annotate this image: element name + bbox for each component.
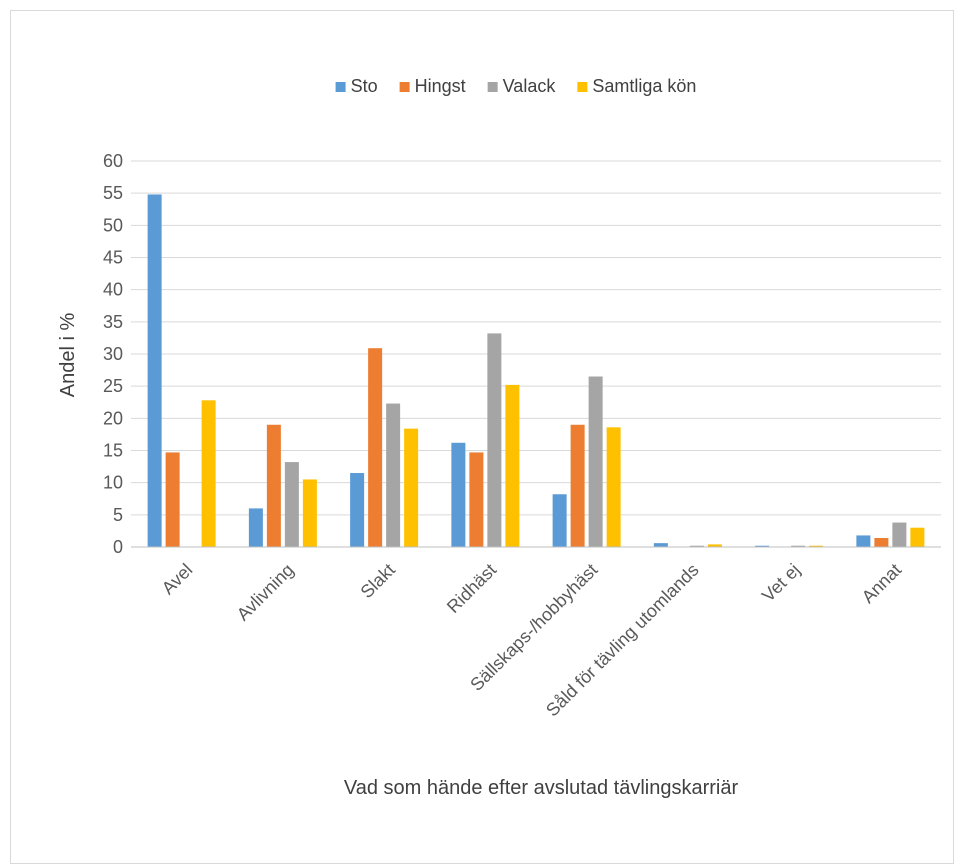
bar-valack: [487, 333, 502, 547]
x-tick-label: Slakt: [357, 560, 399, 602]
legend: Sto Hingst Valack Samtliga kön: [335, 76, 696, 96]
legend-swatch: [577, 82, 588, 92]
bar-valack: [588, 376, 603, 547]
legend-label: Valack: [503, 76, 557, 96]
y-tick-label: 15: [103, 441, 123, 461]
bars: [147, 194, 925, 547]
legend-label: Samtliga kön: [592, 76, 696, 96]
bar-samtliga-kön: [910, 527, 925, 547]
y-tick-label: 45: [103, 248, 123, 268]
x-axis-title: Vad som hände efter avslutad tävlingskar…: [344, 777, 739, 799]
y-tick-label: 10: [103, 473, 123, 493]
bar-sto: [653, 543, 668, 547]
y-tick-label: 20: [103, 408, 123, 428]
bar-hingst: [266, 424, 281, 547]
y-tick-label: 0: [113, 537, 123, 557]
bar-samtliga-kön: [404, 428, 419, 547]
bar-hingst: [165, 452, 180, 547]
bar-sto: [856, 535, 871, 547]
bar-hingst: [570, 424, 585, 547]
bar-chart: 0 5 10 15 20 25 30 35 40 45 50 55 60 Avel Avlivning Sla…: [57, 76, 941, 799]
legend-swatch: [335, 82, 346, 92]
y-tick-label: 60: [103, 151, 123, 171]
bar-sto: [248, 508, 263, 547]
bar-sto: [350, 473, 365, 547]
bar-sto: [552, 494, 567, 547]
gridlines: [131, 160, 941, 516]
bar-valack: [892, 522, 907, 547]
axes: 0 5 10 15 20 25 30 35 40 45 50 55 60 Avel Avlivning Sla…: [103, 151, 941, 720]
bar-sto: [147, 194, 162, 547]
bar-valack: [386, 403, 401, 547]
legend-swatch: [487, 82, 498, 92]
bar-sto: [755, 545, 770, 547]
bar-samtliga-kön: [201, 400, 216, 547]
bar-hingst: [469, 452, 484, 547]
y-tick-label: 40: [103, 280, 123, 300]
bar-samtliga-kön: [606, 427, 621, 547]
bar-samtliga-kön: [809, 545, 824, 547]
y-tick-label: 5: [113, 505, 123, 525]
y-tick-label: 30: [103, 344, 123, 364]
legend-label: Hingst: [415, 76, 466, 96]
bar-valack: [689, 545, 704, 547]
x-tick-label: Vet ej: [758, 560, 804, 606]
x-tick-label: Annat: [858, 560, 905, 607]
bar-sto: [451, 442, 466, 547]
y-tick-label: 25: [103, 376, 123, 396]
x-tick-label: Avlivning: [233, 560, 298, 625]
bar-hingst: [874, 537, 889, 547]
bar-samtliga-kön: [302, 479, 317, 547]
y-tick-label: 35: [103, 312, 123, 332]
x-tick-label: Avel: [158, 560, 197, 599]
chart-frame: 0 5 10 15 20 25 30 35 40 45 50 55 60 Avel Avlivning Sla…: [10, 10, 954, 864]
bar-samtliga-kön: [505, 384, 520, 547]
x-tick-label: Ridhäst: [443, 560, 500, 617]
legend-swatch: [399, 82, 410, 92]
legend-label: Sto: [351, 76, 378, 96]
y-axis-title: Andel i %: [57, 313, 79, 398]
y-tick-label: 50: [103, 215, 123, 235]
bar-valack: [284, 462, 299, 547]
y-tick-label: 55: [103, 183, 123, 203]
bar-hingst: [368, 348, 383, 547]
bar-valack: [791, 545, 806, 547]
bar-samtliga-kön: [707, 544, 722, 547]
